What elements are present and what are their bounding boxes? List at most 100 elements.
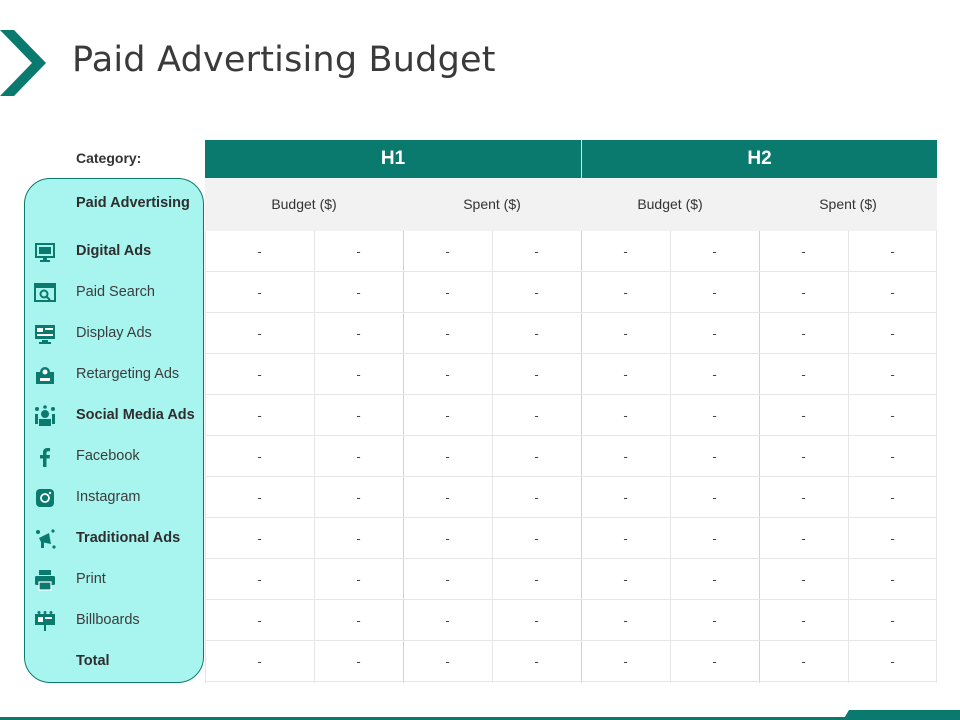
- table-cell: -: [623, 367, 628, 382]
- table-cell: -: [534, 326, 539, 341]
- table-cell: -: [534, 531, 539, 546]
- table-cell: -: [356, 613, 361, 628]
- table-row: --------: [205, 313, 937, 354]
- table-row: --------: [205, 395, 937, 436]
- table-cell: -: [257, 449, 262, 464]
- table-row: --------: [205, 518, 937, 559]
- table-cell: -: [712, 285, 717, 300]
- search-screen-icon: [34, 282, 56, 304]
- grid-vline: [759, 231, 760, 683]
- table-cell: -: [623, 285, 628, 300]
- table-cell: -: [445, 326, 450, 341]
- category-panel: [24, 178, 204, 683]
- table-cell: -: [623, 531, 628, 546]
- table-cell: -: [890, 285, 895, 300]
- table-row: --------: [205, 272, 937, 313]
- table-cell: -: [445, 367, 450, 382]
- table-cell: -: [445, 654, 450, 669]
- table-row: --------: [205, 436, 937, 477]
- table-cell: -: [257, 285, 262, 300]
- period-header: H1 H2: [205, 140, 937, 178]
- period-h1: H1: [380, 148, 406, 169]
- table-cell: -: [623, 326, 628, 341]
- table-cell: -: [623, 572, 628, 587]
- table-cell: -: [356, 285, 361, 300]
- table-cell: -: [801, 244, 806, 259]
- table-cell: -: [534, 654, 539, 669]
- table-cell: -: [356, 531, 361, 546]
- table-cell: -: [801, 572, 806, 587]
- paid-advertising-label: Paid Advertising: [76, 195, 190, 211]
- table-cell: -: [445, 572, 450, 587]
- table-cell: -: [356, 326, 361, 341]
- category-label: Category:: [76, 150, 142, 166]
- row-label-display-ads: Display Ads: [76, 325, 152, 341]
- period-h2: H2: [747, 148, 772, 169]
- row-label-total: Total: [76, 653, 110, 669]
- table-cell: -: [890, 408, 895, 423]
- table-cell: -: [712, 367, 717, 382]
- table-cell: -: [534, 572, 539, 587]
- table-cell: -: [801, 285, 806, 300]
- table-cell: -: [534, 285, 539, 300]
- table-cell: -: [801, 531, 806, 546]
- grid-vline: [314, 231, 315, 683]
- table-cell: -: [890, 654, 895, 669]
- table-cell: -: [257, 613, 262, 628]
- grid-vline: [848, 231, 849, 683]
- table-cell: -: [801, 326, 806, 341]
- table-cell: -: [445, 449, 450, 464]
- row-label-traditional-ads: Traditional Ads: [76, 530, 181, 546]
- table-cell: -: [801, 654, 806, 669]
- table-cell: -: [712, 244, 717, 259]
- table-row: --------: [205, 641, 937, 682]
- row-label-paid-search: Paid Search: [76, 284, 155, 300]
- table-cell: -: [356, 367, 361, 382]
- table-cell: -: [890, 572, 895, 587]
- table-cell: -: [445, 408, 450, 423]
- table-cell: -: [712, 654, 717, 669]
- billboard-icon: [34, 610, 56, 632]
- table-cell: -: [890, 367, 895, 382]
- monitor-icon: [34, 241, 56, 263]
- period-divider: [581, 140, 582, 178]
- megaphone-icon: [34, 528, 56, 550]
- chevron-logo-icon: [0, 30, 46, 96]
- table-cell: -: [623, 613, 628, 628]
- row-label-billboards: Billboards: [76, 612, 140, 628]
- table-cell: -: [623, 654, 628, 669]
- grid-vline: [492, 231, 493, 683]
- table-cell: -: [356, 572, 361, 587]
- table-cell: -: [712, 572, 717, 587]
- grid-vline: [581, 231, 582, 683]
- table-cell: -: [534, 367, 539, 382]
- table-cell: -: [534, 490, 539, 505]
- table-cell: -: [890, 326, 895, 341]
- row-label-instagram: Instagram: [76, 489, 141, 505]
- table-cell: -: [712, 449, 717, 464]
- social-media-icon: [34, 405, 56, 427]
- row-label-social-media-ads: Social Media Ads: [76, 407, 195, 423]
- table-cell: -: [890, 531, 895, 546]
- table-cell: -: [623, 408, 628, 423]
- table-cell: -: [356, 408, 361, 423]
- table-cell: -: [257, 531, 262, 546]
- row-label-print: Print: [76, 571, 106, 587]
- table-cell: -: [445, 531, 450, 546]
- table-cell: -: [257, 408, 262, 423]
- table-cell: -: [257, 490, 262, 505]
- grid-vline: [403, 231, 404, 683]
- table-cell: -: [445, 490, 450, 505]
- table-cell: -: [801, 449, 806, 464]
- table-cell: -: [356, 449, 361, 464]
- table-row: --------: [205, 231, 937, 272]
- table-cell: -: [890, 613, 895, 628]
- display-ads-icon: [34, 323, 56, 345]
- table-cell: -: [712, 408, 717, 423]
- table-cell: -: [712, 326, 717, 341]
- page-title: Paid Advertising Budget: [72, 40, 496, 80]
- table-cell: -: [257, 244, 262, 259]
- table-cell: -: [623, 490, 628, 505]
- table-cell: -: [712, 613, 717, 628]
- table-cell: -: [257, 326, 262, 341]
